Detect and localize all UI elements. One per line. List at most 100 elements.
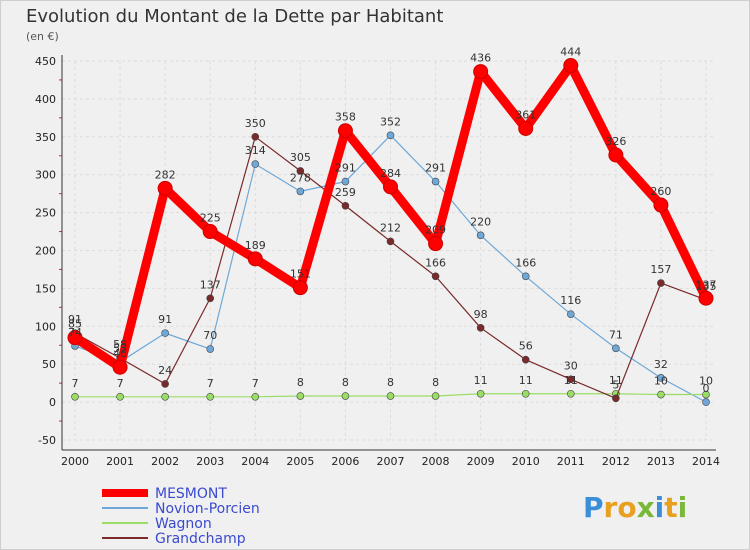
data-label-Wagnon: 11	[474, 374, 488, 387]
legend-label: MESMONT	[155, 486, 227, 502]
data-label-Grandchamp: 350	[245, 117, 266, 130]
data-label-MESMONT: 137	[696, 278, 717, 291]
series-point-Grandchamp	[476, 324, 485, 332]
x-tick-label: 2004	[241, 455, 269, 468]
data-label-Wagnon: 11	[564, 374, 578, 387]
y-tick-label: 150	[35, 282, 56, 295]
series-point-MESMONT	[292, 280, 308, 296]
data-label-Novion-Porcien: 116	[560, 294, 581, 307]
data-label-MESMONT: 326	[605, 135, 626, 148]
series-point-MESMONT	[112, 359, 128, 375]
x-tick-label: 2007	[377, 455, 405, 468]
series-point-Novion-Porcien	[386, 131, 395, 140]
data-label-Novion-Porcien: 220	[470, 215, 491, 228]
legend-label: Novion-Porcien	[155, 501, 260, 517]
x-tick-label: 2002	[151, 455, 179, 468]
series-point-MESMONT	[518, 120, 534, 136]
y-tick-label: 300	[35, 169, 56, 182]
series-point-Novion-Porcien	[431, 177, 440, 186]
data-label-Wagnon: 8	[432, 376, 439, 389]
data-label-Novion-Porcien: 0	[703, 382, 710, 395]
y-tick-label: 250	[35, 207, 56, 220]
y-tick-label: 0	[49, 396, 56, 409]
series-point-MESMONT	[202, 224, 218, 240]
series-point-MESMONT	[157, 180, 173, 196]
y-tick-label: 100	[35, 320, 56, 333]
data-label-Novion-Porcien: 74	[68, 326, 82, 339]
data-label-Grandchamp: 98	[474, 308, 488, 321]
chart-subtitle: (en €)	[26, 30, 59, 43]
series-point-Novion-Porcien	[612, 344, 620, 353]
series-point-Grandchamp	[296, 167, 305, 175]
x-tick-label: 2008	[422, 455, 450, 468]
series-point-Novion-Porcien	[702, 398, 710, 406]
data-label-Grandchamp: 259	[335, 186, 356, 199]
series-point-Novion-Porcien	[161, 329, 169, 337]
x-tick-label: 2012	[602, 455, 630, 468]
x-tick-label: 2013	[647, 455, 675, 468]
series-point-Wagnon	[341, 392, 350, 400]
y-tick-label: 400	[35, 93, 56, 106]
data-label-Novion-Porcien: 352	[380, 115, 401, 128]
series-point-Wagnon	[296, 392, 305, 400]
series-point-Novion-Porcien	[521, 272, 530, 281]
series-point-Grandchamp	[341, 201, 350, 210]
data-label-Grandchamp: 157	[650, 263, 671, 276]
data-label-Wagnon: 7	[117, 377, 124, 390]
data-label-Grandchamp: 166	[425, 256, 446, 269]
series-point-Grandchamp	[161, 380, 169, 388]
series-point-Wagnon	[431, 392, 440, 400]
series-point-Grandchamp	[386, 237, 395, 246]
series-point-Novion-Porcien	[296, 187, 305, 196]
data-label-Wagnon: 8	[342, 376, 349, 389]
series-point-Wagnon	[476, 389, 485, 398]
series-point-Novion-Porcien	[476, 231, 485, 240]
legend-label: Grandchamp	[155, 531, 246, 547]
data-label-Novion-Porcien: 166	[515, 256, 536, 269]
series-point-MESMONT	[247, 251, 263, 267]
x-tick-label: 2009	[467, 455, 495, 468]
series-point-MESMONT	[337, 123, 353, 139]
series-point-MESMONT	[653, 197, 669, 213]
data-label-MESMONT: 85	[68, 318, 82, 331]
data-label-Grandchamp: 56	[519, 340, 533, 353]
series-point-Wagnon	[702, 390, 710, 399]
data-label-MESMONT: 225	[200, 212, 221, 225]
chart-title: Evolution du Montant de la Dette par Hab…	[26, 6, 443, 27]
data-label-Grandchamp: 137	[200, 278, 221, 291]
data-label-MESMONT: 284	[380, 167, 401, 180]
data-labels: 8546282225189151358284209436361444326260…	[68, 46, 717, 396]
series-point-Grandchamp	[657, 279, 665, 287]
series-point-Wagnon	[206, 392, 215, 401]
series-point-MESMONT	[698, 290, 714, 306]
series-point-Wagnon	[251, 392, 260, 401]
series-point-Grandchamp	[521, 355, 530, 364]
data-label-Grandchamp: 58	[113, 338, 127, 351]
data-label-Grandchamp: 91	[68, 313, 82, 326]
y-tick-label: 450	[35, 55, 56, 68]
series-point-Wagnon	[71, 392, 79, 401]
series-point-Grandchamp	[431, 272, 440, 281]
series-point-Novion-Porcien	[657, 374, 665, 382]
x-tick-label: 2011	[557, 455, 585, 468]
series-point-Grandchamp	[206, 294, 215, 303]
data-label-MESMONT: 436	[470, 52, 491, 65]
data-label-MESMONT: 209	[425, 224, 446, 237]
data-label-Grandchamp: 30	[564, 359, 578, 372]
data-label-Wagnon: 7	[207, 377, 214, 390]
series-point-Novion-Porcien	[206, 345, 215, 353]
series-point-MESMONT	[383, 179, 398, 195]
data-label-Novion-Porcien: 70	[203, 329, 217, 342]
series-point-Grandchamp	[566, 375, 575, 384]
data-label-Grandchamp: 212	[380, 221, 401, 234]
series-layer	[67, 58, 714, 406]
y-tick-label: 50	[42, 358, 56, 371]
proxiti-logo: Proxiti	[583, 491, 687, 524]
legend-label: Wagnon	[155, 516, 212, 532]
series-point-Grandchamp	[251, 133, 260, 141]
data-label-Novion-Porcien: 291	[335, 162, 356, 175]
series-point-Wagnon	[386, 392, 395, 400]
series-point-MESMONT	[608, 147, 624, 163]
